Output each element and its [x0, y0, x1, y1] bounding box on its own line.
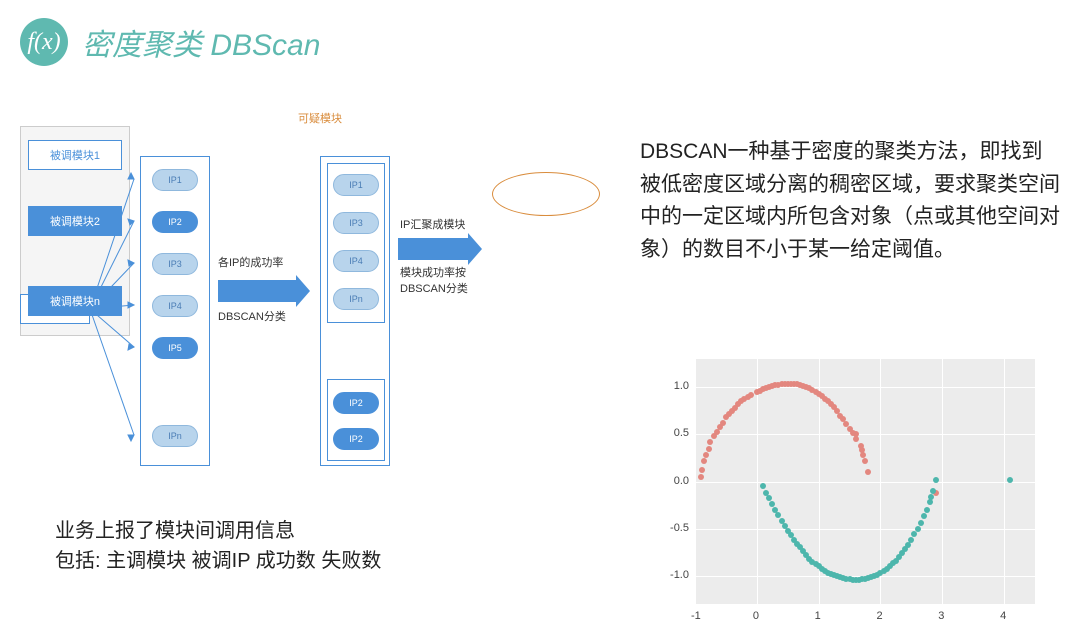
scatter-point	[928, 494, 934, 500]
y-tick-label: -1.0	[670, 569, 689, 581]
scatter-point	[745, 394, 751, 400]
scatter-point	[837, 413, 843, 419]
caption-line2: 包括: 主调模块 被调IP 成功数 失败数	[55, 546, 381, 576]
ip-pill: IP4	[152, 295, 198, 317]
called-module-n: 被调模块n	[28, 286, 122, 316]
annotation-aggregate: IP汇聚成模块	[400, 218, 465, 233]
arrow-dbscan	[218, 280, 296, 302]
annotation-success-rate: 各IP的成功率	[218, 256, 283, 271]
called-module-2: 被调模块2	[28, 206, 122, 236]
caption-line1: 业务上报了模块间调用信息	[55, 516, 381, 546]
scatter-point	[893, 558, 899, 564]
scatter-point	[924, 507, 930, 513]
scatter-point	[881, 568, 887, 574]
scatter-point	[1007, 477, 1013, 483]
highlight-ring	[492, 172, 600, 216]
cluster-a: IP1 IP3 IP4 IPn	[327, 163, 385, 323]
main-content: 主调模块 IP1IP2IP3IP4IP5IPn 各IP的成功率 DBSCAN分类…	[0, 66, 1080, 586]
cluster-pill: IP2	[333, 392, 379, 414]
cluster-pill: IP4	[333, 250, 379, 272]
caption: 业务上报了模块间调用信息 包括: 主调模块 被调IP 成功数 失败数	[55, 516, 381, 576]
annotation-module-rate: 模块成功率按	[400, 266, 466, 281]
x-tick-label: -1	[691, 610, 701, 622]
cluster-pill: IP3	[333, 212, 379, 234]
y-tick-label: 1.0	[674, 380, 689, 392]
y-tick-label: 0.5	[674, 427, 689, 439]
ip-pill: IPn	[152, 425, 198, 447]
x-tick-label: 0	[753, 610, 759, 622]
x-tick-label: 4	[1000, 610, 1006, 622]
page-title: 密度聚类 DBScan	[82, 20, 320, 64]
scatter-chart: -1.0 -0.5 0.0 0.5 1.0 -1 0 1 2 3 4	[655, 351, 1045, 641]
scatter-point	[862, 458, 868, 464]
scatter-point	[720, 420, 726, 426]
scatter-point	[856, 577, 862, 583]
scatter-point	[794, 541, 800, 547]
ip-pill: IP3	[152, 253, 198, 275]
ip-pill: IP1	[152, 169, 198, 191]
scatter-point	[757, 388, 763, 394]
cluster-pill: IP1	[333, 174, 379, 196]
scatter-point	[763, 490, 769, 496]
x-tick-label: 1	[815, 610, 821, 622]
scatter-point	[726, 411, 732, 417]
description-text: DBSCAN一种基于密度的聚类方法，即找到被低密度区域分离的稠密区域，要求聚类空…	[640, 136, 1060, 266]
cluster-pill: IPn	[333, 288, 379, 310]
scatter-point	[782, 381, 788, 387]
logo-text: f(x)	[27, 29, 60, 56]
ip-list-box: IP1 IP2 IP3 IP4 IP5 IPn	[140, 156, 210, 466]
annotation-module-dbscan: DBSCAN分类	[400, 282, 468, 297]
annotation-dbscan: DBSCAN分类	[218, 310, 286, 325]
scatter-point	[862, 576, 868, 582]
logo-icon: f(x)	[20, 18, 68, 66]
scatter-point	[850, 577, 856, 583]
scatter-point	[825, 570, 831, 576]
suspicious-title: 可疑模块	[20, 110, 620, 126]
scatter-point	[868, 574, 874, 580]
x-tick-label: 2	[876, 610, 882, 622]
scatter-point	[813, 389, 819, 395]
scatter-point	[819, 393, 825, 399]
scatter-point	[706, 446, 712, 452]
scatter-point	[831, 572, 837, 578]
y-tick-label: 0.0	[674, 475, 689, 487]
scatter-point	[788, 532, 794, 538]
scatter-point	[782, 523, 788, 529]
scatter-point	[933, 477, 939, 483]
scatter-point	[819, 566, 825, 572]
scatter-point	[918, 520, 924, 526]
scatter-point	[788, 381, 794, 387]
cluster-pill: IP2	[333, 428, 379, 450]
scatter-point	[698, 474, 704, 480]
scatter-point	[813, 561, 819, 567]
ip-pill: IP5	[152, 337, 198, 359]
x-tick-label: 3	[938, 610, 944, 622]
scatter-point	[837, 574, 843, 580]
ip-pill: IP2	[152, 211, 198, 233]
scatter-point	[905, 542, 911, 548]
cluster-box: IP1 IP3 IP4 IPn IP2 IP2	[320, 156, 390, 466]
scatter-point	[858, 443, 864, 449]
arrow-aggregate	[398, 238, 468, 260]
y-tick-label: -0.5	[670, 522, 689, 534]
suspicious-box: 可疑模块 被调模块1 被调模块2 被调模块n	[20, 126, 130, 336]
cluster-b: IP2 IP2	[327, 379, 385, 461]
called-module-1: 被调模块1	[28, 140, 122, 170]
header: f(x) 密度聚类 DBScan	[0, 0, 1080, 66]
scatter-point	[714, 429, 720, 435]
flow-diagram: 主调模块 IP1IP2IP3IP4IP5IPn 各IP的成功率 DBSCAN分类…	[20, 126, 620, 546]
